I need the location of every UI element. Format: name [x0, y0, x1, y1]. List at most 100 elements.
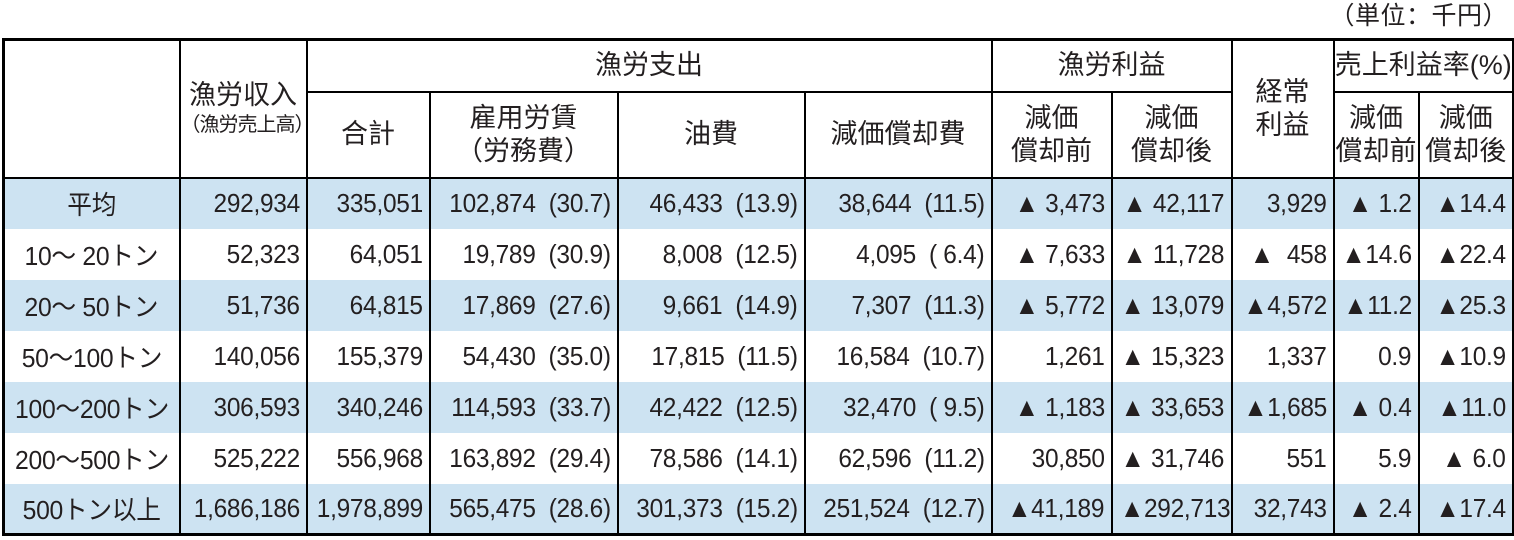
value-cell-ordinary-profit: 32,743: [1230, 483, 1335, 535]
value-cell-margin-pre-depreciation: ▲ 2.4: [1332, 483, 1420, 535]
header-margin-post-depreciation-line1: 減価: [1438, 102, 1493, 133]
value-cell-employment-wages: 163,892 (29.4): [428, 432, 619, 484]
header-group-row: 漁労収入 （漁労売上高） 漁労支出 漁労利益 経常 利益 売上利益率(%): [2, 38, 1514, 179]
header-profit-post-depreciation-line1: 減価: [1144, 102, 1199, 133]
value-cell-profit-pre-depreciation: ▲ 3,473: [990, 177, 1113, 229]
value-cell-profit-post-depreciation: ▲292,713: [1110, 483, 1233, 535]
header-fishing-income-line1: 漁労収入: [189, 80, 297, 111]
value-cell-expense-total: 155,379: [305, 330, 431, 382]
row-label: 平均: [2, 177, 181, 229]
value-cell-expense-total: 335,051: [305, 177, 431, 229]
row-label: 500トン以上: [2, 483, 181, 535]
value-cell-fishing-income: 292,934: [178, 177, 308, 229]
table-row: 平均 292,934 335,051 102,874 (30.7) 46,433…: [2, 177, 1514, 229]
value-cell-oil-cost: 301,373 (15.2): [616, 483, 806, 535]
header-fishing-expense-group: 漁労支出: [305, 38, 993, 93]
header-profit-post-depreciation: 減価 償却後: [1110, 90, 1233, 179]
value-cell-employment-wages: 565,475 (28.6): [428, 483, 619, 535]
value-cell-ordinary-profit: ▲1,685: [1230, 381, 1335, 433]
value-cell-expense-total: 340,246: [305, 381, 431, 433]
value-cell-oil-cost: 9,661 (14.9): [616, 279, 806, 331]
table-body: 平均 292,934 335,051 102,874 (30.7) 46,433…: [2, 177, 1514, 535]
row-label-text: 200〜500トン: [14, 444, 169, 475]
value-cell-depreciation-cost: 38,644 (11.5): [803, 177, 993, 229]
header-profit-pre-depreciation: 減価 償却前: [990, 90, 1113, 179]
row-label: 200〜500トン: [2, 432, 181, 484]
row-label-text: 20〜 50トン: [24, 291, 159, 322]
value-cell-margin-pre-depreciation: 5.9: [1332, 432, 1420, 484]
value-cell-depreciation-cost: 16,584 (10.7): [803, 330, 993, 382]
value-cell-profit-pre-depreciation: ▲ 5,772: [990, 279, 1113, 331]
header-depreciation-cost: 減価償却費: [803, 90, 993, 179]
table-row: 500トン以上 1,686,186 1,978,899 565,475 (28.…: [2, 483, 1514, 535]
header-fishing-profit-group: 漁労利益: [990, 38, 1233, 93]
value-cell-ordinary-profit: 1,337: [1230, 330, 1335, 382]
value-cell-margin-pre-depreciation: 0.9: [1332, 330, 1420, 382]
header-expense-total: 合計: [305, 90, 431, 179]
header-fishing-income: 漁労収入 （漁労売上高）: [178, 38, 308, 179]
value-cell-oil-cost: 78,586 (14.1): [616, 432, 806, 484]
header-ordinary-profit-line2: 利益: [1255, 109, 1310, 140]
row-label-text: 平均: [67, 190, 117, 220]
value-cell-employment-wages: 114,593 (33.7): [428, 381, 619, 433]
value-cell-margin-post-depreciation: ▲11.0: [1417, 381, 1514, 433]
value-cell-employment-wages: 54,430 (35.0): [428, 330, 619, 382]
header-ordinary-profit-line1: 経常: [1255, 76, 1310, 107]
row-label-text: 10〜 20トン: [24, 240, 159, 271]
row-label-text: 100〜200トン: [14, 393, 169, 424]
table-row: 10〜 20トン 52,323 64,051 19,789 (30.9) 8,0…: [2, 228, 1514, 280]
value-cell-ordinary-profit: ▲4,572: [1230, 279, 1335, 331]
value-cell-expense-total: 1,978,899: [305, 483, 431, 535]
value-cell-margin-post-depreciation: ▲22.4: [1417, 228, 1514, 280]
header-profit-pre-depreciation-line2: 償却前: [1011, 135, 1092, 166]
row-label-text: 50〜100トン: [21, 342, 163, 373]
value-cell-depreciation-cost: 62,596 (11.2): [803, 432, 993, 484]
value-cell-depreciation-cost: 32,470 ( 9.5): [803, 381, 993, 433]
table-header: 漁労収入 （漁労売上高） 漁労支出 漁労利益 経常 利益 売上利益率(%) 合計…: [2, 38, 1514, 179]
table-row: 20〜 50トン 51,736 64,815 17,869 (27.6) 9,6…: [2, 279, 1514, 331]
header-sub-row: 合計 雇用労賃 （労務費） 油費 減価償却費 減価 償却前 減価 償却後 減価 …: [4, 90, 1514, 179]
value-cell-profit-post-depreciation: ▲ 15,323: [1110, 330, 1233, 382]
value-cell-fishing-income: 1,686,186: [178, 483, 308, 535]
header-margin-pre-depreciation-line2: 償却前: [1335, 135, 1417, 166]
value-cell-depreciation-cost: 7,307 (11.3): [803, 279, 993, 331]
corner-cell: [2, 38, 181, 179]
value-cell-margin-pre-depreciation: ▲ 1.2: [1332, 177, 1420, 229]
value-cell-ordinary-profit: ▲ 458: [1230, 228, 1335, 280]
header-ordinary-profit: 経常 利益: [1230, 38, 1335, 179]
value-cell-margin-post-depreciation: ▲10.9: [1417, 330, 1514, 382]
value-cell-employment-wages: 17,869 (27.6): [428, 279, 619, 331]
value-cell-profit-post-depreciation: ▲ 42,117: [1110, 177, 1233, 229]
value-cell-profit-pre-depreciation: 30,850: [990, 432, 1113, 484]
value-cell-margin-pre-depreciation: ▲ 0.4: [1332, 381, 1420, 433]
value-cell-oil-cost: 17,815 (11.5): [616, 330, 806, 382]
value-cell-employment-wages: 19,789 (30.9): [428, 228, 619, 280]
value-cell-fishing-income: 525,222: [178, 432, 308, 484]
value-cell-expense-total: 556,968: [305, 432, 431, 484]
row-label: 100〜200トン: [2, 381, 181, 433]
value-cell-profit-pre-depreciation: ▲41,189: [990, 483, 1113, 535]
header-employment-wages: 雇用労賃 （労務費）: [428, 90, 619, 179]
value-cell-margin-pre-depreciation: ▲14.6: [1332, 228, 1420, 280]
table-row: 100〜200トン 306,593 340,246 114,593 (33.7)…: [2, 381, 1514, 433]
header-margin-pre-depreciation: 減価 償却前: [1332, 90, 1420, 179]
value-cell-profit-post-depreciation: ▲ 13,079: [1110, 279, 1233, 331]
value-cell-margin-post-depreciation: ▲14.4: [1417, 177, 1514, 229]
header-margin-post-depreciation: 減価 償却後: [1417, 90, 1514, 179]
value-cell-margin-post-depreciation: ▲25.3: [1417, 279, 1514, 331]
value-cell-ordinary-profit: 551: [1230, 432, 1335, 484]
header-employment-wages-line1: 雇用労賃: [469, 102, 578, 133]
value-cell-expense-total: 64,051: [305, 228, 431, 280]
value-cell-employment-wages: 102,874 (30.7): [428, 177, 619, 229]
fishery-finance-table: 漁労収入 （漁労売上高） 漁労支出 漁労利益 経常 利益 売上利益率(%) 合計…: [2, 38, 1514, 536]
header-margin-pre-depreciation-line1: 減価: [1349, 102, 1403, 133]
header-employment-wages-line2: （労務費）: [456, 135, 591, 166]
value-cell-margin-post-depreciation: ▲17.4: [1417, 483, 1514, 535]
value-cell-profit-post-depreciation: ▲ 33,653: [1110, 381, 1233, 433]
row-label: 10〜 20トン: [2, 228, 181, 280]
value-cell-profit-post-depreciation: ▲ 31,746: [1110, 432, 1233, 484]
value-cell-fishing-income: 140,056: [178, 330, 308, 382]
value-cell-oil-cost: 42,422 (12.5): [616, 381, 806, 433]
value-cell-depreciation-cost: 4,095 ( 6.4): [803, 228, 993, 280]
row-label: 50〜100トン: [2, 330, 181, 382]
